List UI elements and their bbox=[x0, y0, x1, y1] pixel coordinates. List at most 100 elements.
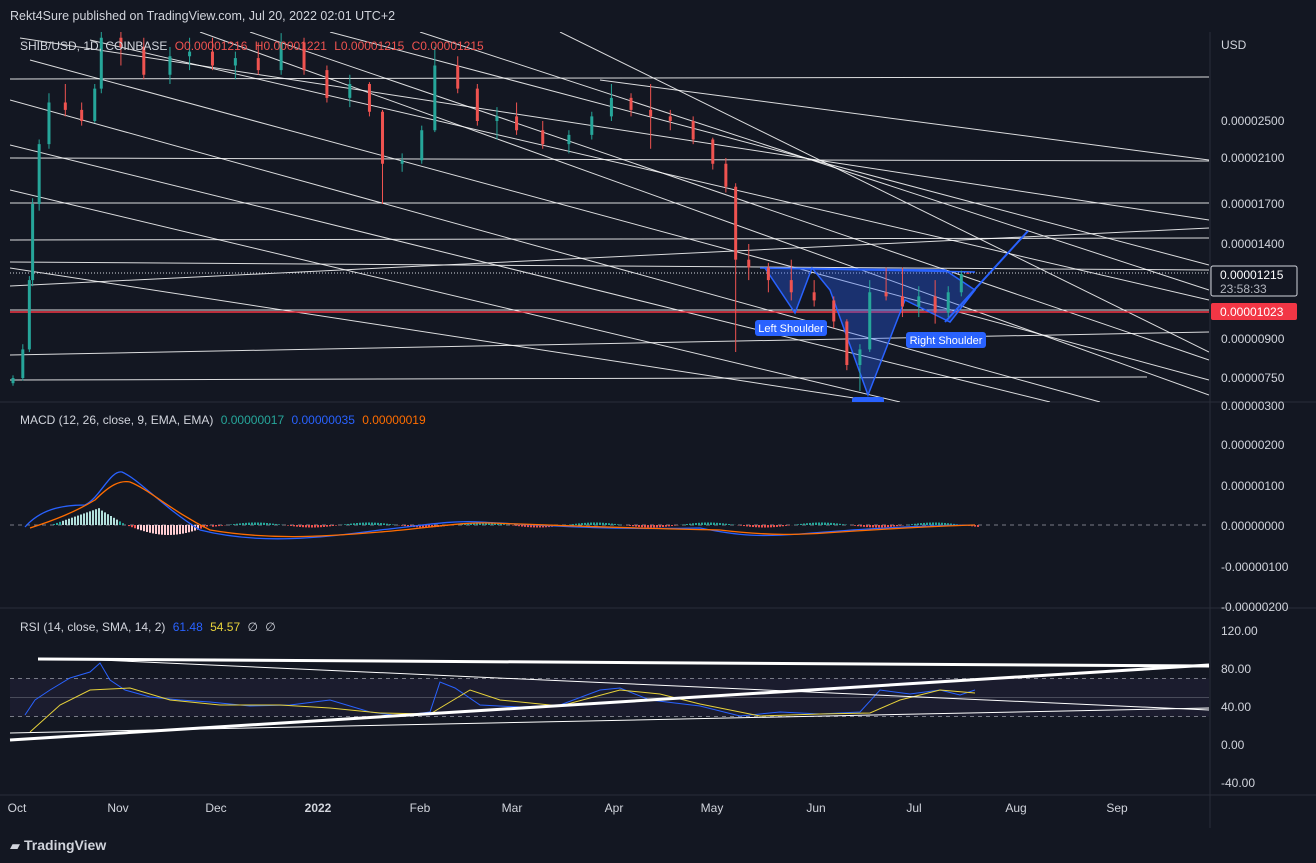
macd-hist-bar bbox=[425, 525, 427, 528]
macd-hist-bar bbox=[389, 524, 391, 525]
left-shoulder-label: Left Shoulder bbox=[758, 323, 824, 335]
time-tick: Nov bbox=[107, 801, 128, 815]
macd-hist-bar bbox=[263, 522, 265, 525]
candle-body bbox=[668, 116, 672, 121]
macd-hist-bar bbox=[608, 523, 610, 525]
macd-hist-bar bbox=[302, 525, 304, 528]
macd-hist-bar bbox=[872, 525, 874, 528]
macd-hist-bar bbox=[107, 514, 109, 525]
last-price-box bbox=[1210, 265, 1298, 297]
candle-body bbox=[691, 121, 695, 140]
macd-hist-bar bbox=[584, 522, 586, 525]
rsi-trendline-bottom bbox=[9, 663, 1210, 742]
head-label-marker bbox=[852, 397, 884, 402]
price-tick: 0.00001700 bbox=[1221, 197, 1285, 211]
macd-hist-bar bbox=[122, 523, 124, 525]
rsi-trendline-thin-1 bbox=[99, 659, 1210, 711]
macd-hist-bar bbox=[671, 525, 673, 527]
macd-hist-bar bbox=[329, 525, 331, 527]
time-tick: Mar bbox=[502, 801, 523, 815]
macd-hist-bar bbox=[626, 525, 628, 526]
macd-hist-bar bbox=[719, 523, 721, 525]
candle-body bbox=[868, 292, 872, 350]
macd-hist-bar bbox=[320, 525, 322, 528]
macd-hist-bar bbox=[746, 525, 748, 527]
rsi-extra-2: ∅ bbox=[265, 620, 276, 634]
macd-hist-bar bbox=[821, 522, 823, 525]
candle-body bbox=[515, 116, 519, 131]
trendline-20 bbox=[10, 267, 881, 402]
macd-hist-bar bbox=[143, 525, 145, 532]
macd-hist-bar bbox=[827, 522, 829, 525]
macd-hist-bar bbox=[941, 522, 943, 525]
candle-body bbox=[832, 300, 836, 322]
high-value: H0.00001221 bbox=[254, 39, 327, 53]
macd-hist-bar bbox=[377, 522, 379, 525]
rsi-legend: RSI (14, close, SMA, 14, 2) 61.48 54.57 … bbox=[20, 620, 280, 634]
macd-hist-bar bbox=[542, 525, 544, 528]
candle-body bbox=[302, 42, 306, 71]
candle-body bbox=[188, 51, 192, 57]
macd-hist-bar bbox=[479, 522, 481, 525]
macd-hist-bar bbox=[803, 523, 805, 525]
macd-hist-bar bbox=[392, 524, 394, 525]
macd-hist-bar bbox=[647, 525, 649, 528]
macd-hist-bar bbox=[692, 523, 694, 525]
macd-hist-bar bbox=[920, 523, 922, 525]
macd-hist-bar bbox=[638, 525, 640, 527]
candle-body bbox=[80, 109, 84, 121]
trendline-1 bbox=[10, 157, 1209, 162]
candle-body bbox=[933, 296, 937, 313]
macd-hist-bar bbox=[74, 516, 76, 525]
macd-hist-bar bbox=[500, 523, 502, 525]
macd-hist-bar bbox=[71, 517, 73, 525]
macd-hist-bar bbox=[728, 524, 730, 525]
macd-hist-bar bbox=[56, 522, 58, 525]
macd-hist-bar bbox=[308, 525, 310, 528]
macd-hist-bar bbox=[797, 524, 799, 525]
right-shoulder-label: Right Shoulder bbox=[910, 335, 983, 347]
macd-hist-bar bbox=[641, 525, 643, 528]
macd-hist-bar bbox=[485, 522, 487, 525]
trendline-0 bbox=[10, 76, 1209, 80]
macd-hist-bar bbox=[815, 522, 817, 525]
macd-hist-bar bbox=[218, 525, 220, 527]
macd-hist-bar bbox=[866, 525, 868, 528]
macd-hist-bar bbox=[386, 523, 388, 525]
macd-hist-bar bbox=[137, 525, 139, 530]
macd-hist-bar bbox=[497, 523, 499, 525]
tradingview-logo[interactable]: ▰ TradingView bbox=[10, 837, 106, 854]
candle-body bbox=[31, 204, 35, 281]
candle-body bbox=[734, 186, 738, 260]
macd-hist-bar bbox=[371, 522, 373, 525]
macd-hist-bar bbox=[596, 522, 598, 525]
candle-body bbox=[325, 70, 329, 98]
macd-hist-bar bbox=[644, 525, 646, 528]
macd-hist-bar bbox=[944, 522, 946, 525]
candle-body bbox=[590, 116, 594, 135]
macd-hist-bar bbox=[572, 524, 574, 525]
trendline-16 bbox=[10, 189, 901, 402]
candle-body bbox=[724, 163, 728, 187]
candle-body bbox=[433, 65, 437, 131]
macd-hist-bar bbox=[587, 522, 589, 525]
macd-hist-bar bbox=[191, 525, 193, 532]
macd-hist-bar bbox=[287, 525, 289, 526]
macd-hist-bar bbox=[404, 525, 406, 527]
price-tick: 0.00000900 bbox=[1221, 332, 1285, 346]
macd-hist-bar bbox=[323, 525, 325, 527]
macd-hist-bar bbox=[161, 525, 163, 535]
trendline-19 bbox=[559, 32, 1209, 353]
macd-hist-bar bbox=[812, 522, 814, 525]
macd-hist-bar bbox=[188, 525, 190, 533]
candle-body bbox=[63, 102, 67, 110]
trendline-11 bbox=[199, 32, 1209, 396]
macd-hist-bar bbox=[617, 524, 619, 525]
macd-hist-bar bbox=[158, 525, 160, 535]
macd-hist-bar bbox=[146, 525, 148, 533]
macd-hist-bar bbox=[134, 525, 136, 529]
macd-hist-bar bbox=[155, 525, 157, 534]
candle-body bbox=[210, 51, 214, 66]
macd-hist-bar bbox=[896, 525, 898, 527]
